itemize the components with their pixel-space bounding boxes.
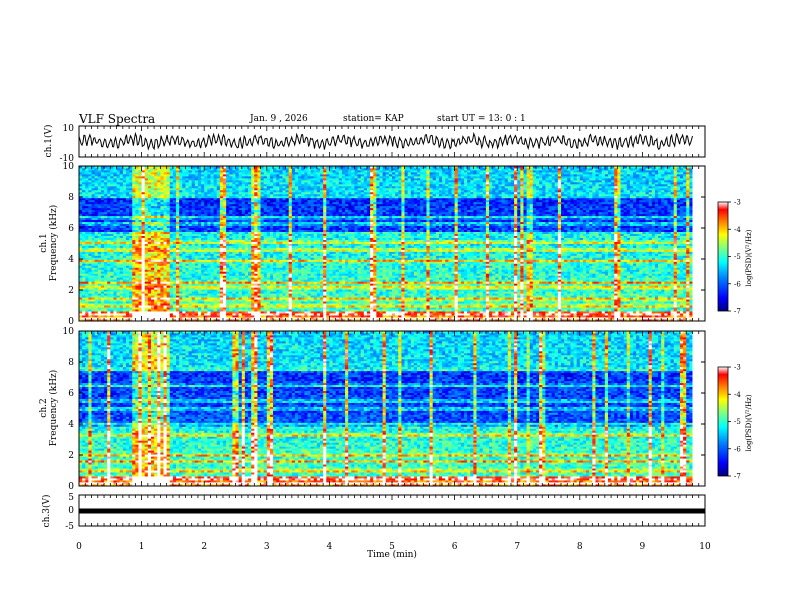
ch1-ytick-top: 10 bbox=[63, 124, 75, 134]
ch1-waveform-ylabel: ch.1(V) bbox=[43, 125, 54, 158]
vlf-figure: 10 -10 ch.1(V) 0246810 ch.1 Frequency (k… bbox=[0, 0, 792, 612]
ch1-spectrogram bbox=[79, 166, 705, 321]
